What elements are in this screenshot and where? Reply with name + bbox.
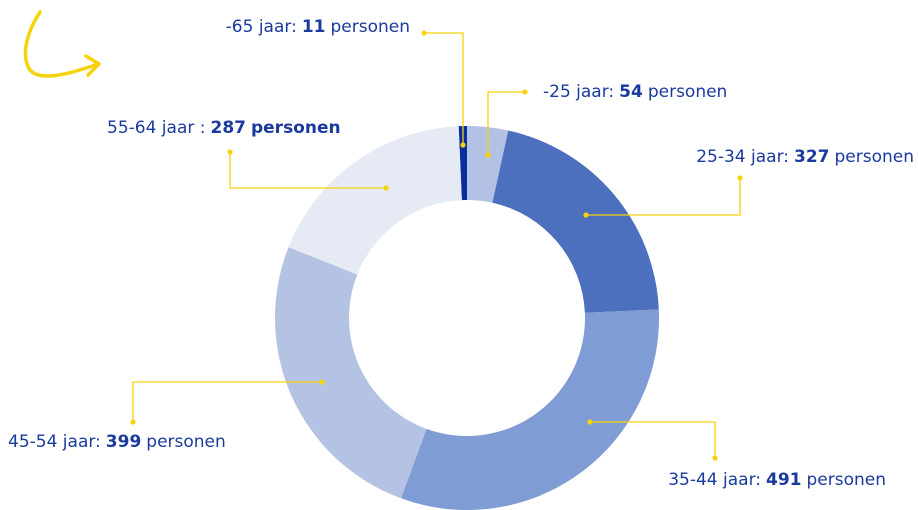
value-label: 399 [106, 432, 142, 452]
unit-label: personen [146, 432, 226, 452]
leader-dot [421, 30, 427, 36]
category-label: -65 jaar: [226, 17, 297, 37]
value-label: 11 [302, 17, 326, 37]
value-label: 287 [210, 118, 246, 138]
slice-label: -65 jaar: 11 personen [226, 17, 410, 37]
category-label: 35-44 jaar: [668, 470, 761, 490]
leader-dot [319, 379, 325, 385]
leader-line [590, 421, 716, 458]
unit-label: personen [251, 118, 341, 138]
category-label: -25 jaar: [543, 82, 614, 102]
leader-line [424, 32, 464, 145]
leader-dot [383, 185, 389, 191]
unit-label: personen [648, 82, 728, 102]
category-label: 55-64 jaar : [107, 118, 205, 138]
slice [492, 130, 659, 313]
slice-label: 55-64 jaar :287 personen [107, 118, 341, 138]
leader-dot [130, 419, 136, 425]
labels: -65 jaar: 11 personen-25 jaar: 54 personen25… [8, 17, 914, 490]
value-label: 491 [766, 470, 802, 490]
slice-label: 45-54 jaar: 399 personen [8, 432, 226, 452]
leader-line [132, 381, 322, 422]
leader-dot [587, 419, 593, 425]
leader-line [229, 152, 386, 189]
value-label: 54 [619, 82, 643, 102]
unit-label: personen [806, 470, 886, 490]
slice [275, 247, 427, 499]
slice [401, 309, 659, 510]
slice-label: 35-44 jaar: 491 personen [668, 470, 886, 490]
donut [275, 126, 659, 510]
leader-dot [522, 89, 528, 95]
decorative-arrow [23, 10, 101, 78]
slice [288, 126, 462, 275]
value-label: 327 [794, 147, 830, 167]
slice [467, 126, 509, 203]
leader-dot [485, 152, 491, 158]
leader-dot [712, 455, 718, 461]
slice-label: 25-34 jaar: 327 personen [696, 147, 914, 167]
unit-label: personen [330, 17, 410, 37]
leader-line [487, 91, 525, 155]
category-label: 25-34 jaar: [696, 147, 789, 167]
unit-label: personen [834, 147, 914, 167]
leader-dot [460, 142, 466, 148]
leader-line [586, 178, 741, 216]
leader-dot [227, 149, 233, 155]
leader-dot [583, 212, 589, 218]
category-label: 45-54 jaar: [8, 432, 101, 452]
slice-label: -25 jaar: 54 personen [543, 82, 727, 102]
leader-dot [737, 175, 743, 181]
